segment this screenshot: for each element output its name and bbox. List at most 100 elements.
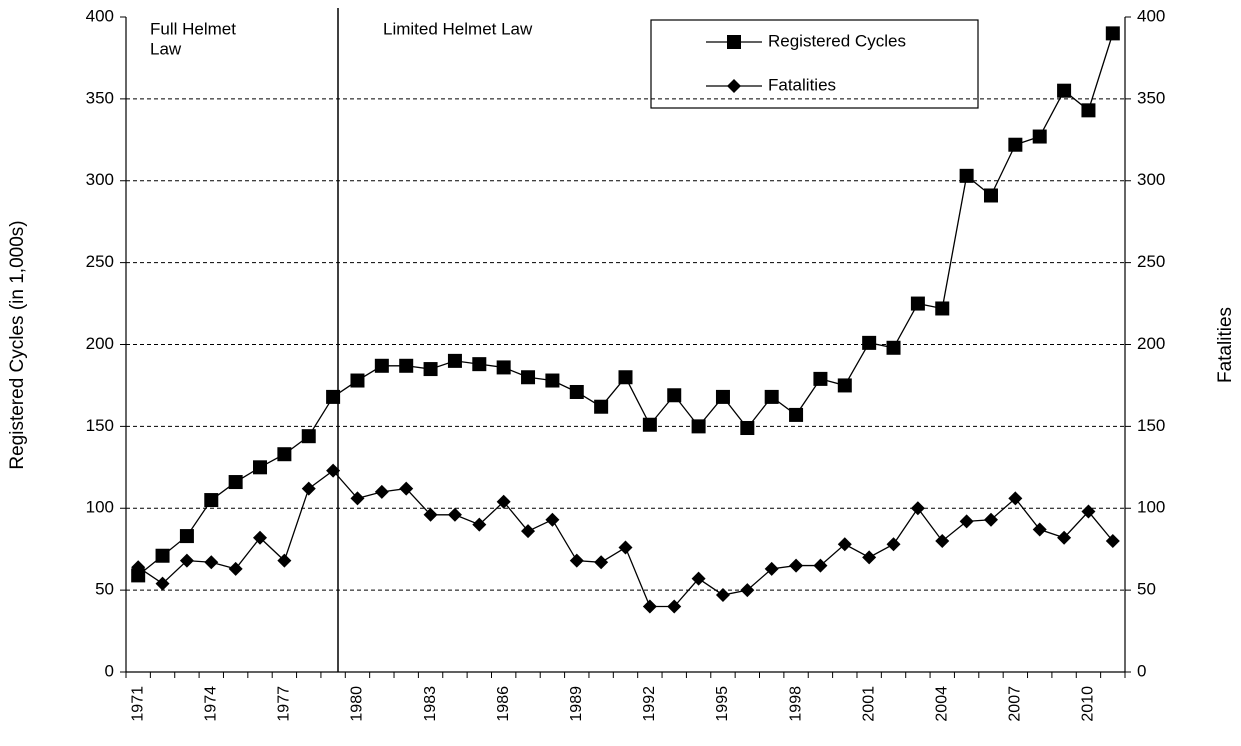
data-point: [472, 357, 487, 372]
x-tick-label: 1977: [276, 686, 293, 722]
data-point: [959, 514, 974, 529]
data-point: [886, 537, 901, 552]
data-point: [326, 463, 341, 478]
y-tick-label: 200: [86, 334, 114, 353]
data-point: [1032, 129, 1047, 144]
data-point: [618, 540, 633, 555]
data-point: [253, 460, 268, 475]
y2-tick-label: 0: [1137, 661, 1146, 680]
legend-label: Registered Cycles: [768, 31, 906, 50]
data-point: [1008, 491, 1023, 506]
data-point: [423, 507, 438, 522]
data-point: [472, 517, 487, 532]
data-point: [399, 358, 414, 373]
y-axis-title: Registered Cycles (in 1,000s): [7, 220, 28, 469]
y2-tick-label: 350: [1137, 88, 1165, 107]
x-tick-label: 2010: [1080, 686, 1097, 722]
data-point: [204, 555, 219, 570]
data-point: [521, 524, 536, 539]
data-point: [594, 399, 609, 414]
data-point: [983, 512, 998, 527]
data-point: [521, 370, 536, 385]
data-point: [350, 373, 365, 388]
data-point: [813, 558, 828, 573]
data-point: [228, 475, 243, 490]
x-tick-label: 2004: [933, 686, 950, 722]
x-tick-label: 1980: [349, 686, 366, 722]
data-point: [569, 384, 584, 399]
data-point: [131, 560, 146, 575]
data-point: [447, 507, 462, 522]
data-point: [642, 599, 657, 614]
data-point: [740, 421, 755, 436]
y2-tick-label: 300: [1137, 170, 1165, 189]
data-point: [837, 378, 852, 393]
y-tick-label: 350: [86, 88, 114, 107]
data-point: [862, 335, 877, 350]
data-point: [715, 389, 730, 404]
x-tick-label: 1989: [568, 686, 585, 722]
data-point: [1105, 26, 1120, 41]
data-point: [399, 481, 414, 496]
annotation: Law: [150, 39, 182, 58]
data-point: [691, 571, 706, 586]
data-point: [910, 296, 925, 311]
x-tick-label: 1986: [495, 686, 512, 722]
y-tick-label: 400: [86, 6, 114, 25]
y-tick-label: 0: [105, 661, 114, 680]
data-point: [813, 371, 828, 386]
data-point: [179, 529, 194, 544]
data-point: [618, 370, 633, 385]
data-point: [155, 548, 170, 563]
y-tick-label: 150: [86, 416, 114, 435]
data-point: [764, 389, 779, 404]
data-point: [862, 550, 877, 565]
data-point: [789, 407, 804, 422]
data-point: [301, 429, 316, 444]
legend-marker: [727, 35, 741, 49]
data-point: [837, 537, 852, 552]
data-point: [691, 419, 706, 434]
data-point: [1081, 504, 1096, 519]
data-point: [935, 301, 950, 316]
data-point: [155, 576, 170, 591]
data-point: [496, 494, 511, 509]
data-point: [789, 558, 804, 573]
data-point: [204, 493, 219, 508]
data-point: [253, 530, 268, 545]
x-tick-label: 1995: [714, 686, 731, 722]
data-point: [935, 534, 950, 548]
data-point: [740, 583, 755, 598]
data-point: [1057, 530, 1072, 545]
data-point: [301, 481, 316, 496]
data-point: [1057, 83, 1072, 98]
data-point: [277, 447, 292, 462]
data-point: [886, 340, 901, 355]
data-point: [1008, 137, 1023, 152]
data-point: [131, 568, 146, 583]
data-point: [667, 388, 682, 403]
data-point: [1081, 103, 1096, 118]
data-point: [374, 484, 389, 499]
data-point: [642, 417, 657, 432]
x-tick-label: 1983: [422, 686, 439, 722]
data-point: [423, 362, 438, 377]
data-point: [594, 555, 609, 570]
y2-tick-label: 400: [1137, 6, 1165, 25]
x-tick-label: 2001: [860, 686, 877, 722]
data-point: [545, 512, 560, 527]
data-point: [715, 588, 730, 603]
y2-tick-label: 200: [1137, 334, 1165, 353]
x-tick-label: 1971: [129, 686, 146, 722]
data-point: [959, 168, 974, 183]
y2-tick-label: 250: [1137, 252, 1165, 271]
data-point: [764, 561, 779, 576]
data-point: [374, 358, 389, 373]
y-tick-label: 100: [86, 498, 114, 517]
data-point: [983, 188, 998, 203]
y2-tick-label: 150: [1137, 416, 1165, 435]
x-tick-label: 1992: [641, 686, 658, 722]
data-point: [447, 353, 462, 368]
data-point: [910, 501, 925, 516]
